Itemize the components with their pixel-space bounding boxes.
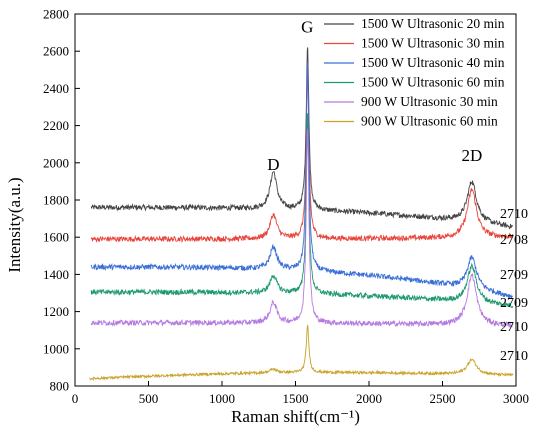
- peak-labels: D G 2D: [267, 18, 482, 175]
- y-tick-label: 1400: [43, 267, 69, 282]
- y-tick-label: 1800: [43, 193, 69, 208]
- legend-entry: 1500 W Ultrasonic 30 min: [361, 36, 505, 51]
- y-tick-label: 2800: [43, 7, 69, 22]
- x-axis-label: Raman shift(cm⁻¹): [231, 407, 360, 426]
- x-tick-label: 0: [72, 391, 79, 406]
- y-tick-label: 2000: [43, 155, 69, 170]
- legend-entry: 900 W Ultrasonic 60 min: [361, 114, 498, 129]
- series-line: [90, 61, 514, 299]
- y-tick-label: 1600: [43, 230, 69, 245]
- y-tick-label: 1200: [43, 304, 69, 319]
- legend-entry: 1500 W Ultrasonic 40 min: [361, 55, 505, 70]
- y-axis-label: Intensity(a.u.): [5, 177, 24, 272]
- y-tick-label: 2600: [43, 44, 69, 59]
- legend-entry: 1500 W Ultrasonic 20 min: [361, 16, 505, 31]
- legend: 1500 W Ultrasonic 20 min 1500 W Ultrasoni…: [324, 16, 505, 129]
- x-tick-label: 2000: [356, 391, 382, 406]
- x-tick-label: 1000: [209, 391, 235, 406]
- peak-2d-position-label: 2710: [500, 320, 528, 335]
- series-line: [90, 47, 514, 230]
- peak-2d-position-label: 2709: [500, 296, 528, 311]
- y-tick-label: 800: [50, 379, 70, 394]
- peak-2d-position-label: 2709: [500, 268, 528, 283]
- series-line: [90, 64, 514, 244]
- x-tick-label: 500: [139, 391, 159, 406]
- x-tick-label: 2500: [430, 391, 456, 406]
- series-line: [90, 129, 514, 328]
- legend-entry: 900 W Ultrasonic 30 min: [361, 94, 498, 109]
- y-axis: 800 1000 1200 1400 1600 1800 2000 2200 2400 2600 2…: [43, 7, 80, 394]
- x-axis: 0 500 1000 1500 2000 2500 3000: [72, 381, 529, 406]
- y-tick-label: 2400: [43, 81, 69, 96]
- series-line: [90, 113, 514, 309]
- peak-2d-position-label: 2710: [500, 207, 528, 222]
- peak-label: 2D: [462, 146, 483, 165]
- peak-2d-position-label: 2708: [500, 233, 528, 248]
- legend-entry: 1500 W Ultrasonic 60 min: [361, 75, 505, 90]
- y-tick-label: 1000: [43, 341, 69, 356]
- x-tick-label: 1500: [283, 391, 309, 406]
- series-curves: [89, 47, 514, 382]
- series-line: [89, 324, 514, 382]
- peak-label: D: [267, 155, 279, 174]
- y-tick-label: 2200: [43, 118, 69, 133]
- x-tick-label: 3000: [503, 391, 529, 406]
- peak-2d-position-label: 2710: [500, 349, 528, 364]
- peak-2d-position-labels: 2710 2708 2709 2709 2710 2710: [500, 207, 528, 364]
- peak-label: G: [301, 18, 313, 37]
